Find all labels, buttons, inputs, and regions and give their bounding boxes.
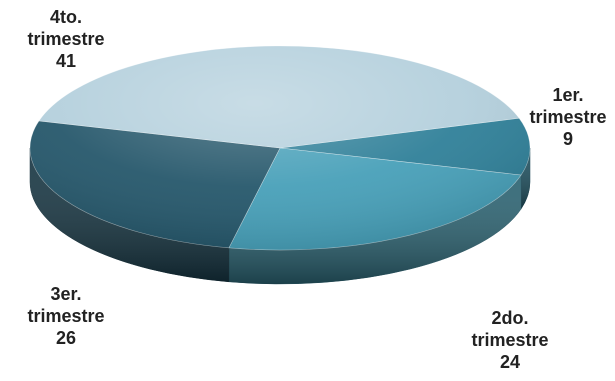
data-label-category-suffix-1: trimestre bbox=[529, 107, 606, 127]
data-label-value-1: 9 bbox=[563, 129, 573, 149]
pie-side-shading-1 bbox=[521, 148, 530, 210]
data-label-category-suffix-3: trimestre bbox=[27, 306, 104, 326]
pie-tops bbox=[29, 45, 531, 251]
pie-side-shading-2 bbox=[228, 175, 522, 285]
data-label-category-suffix-4: trimestre bbox=[27, 29, 104, 49]
pie-side-shading-3 bbox=[30, 148, 229, 282]
data-label-category-3: 3er. bbox=[50, 284, 81, 304]
pie-top-gloss bbox=[30, 46, 530, 250]
data-label-category-2: 2do. bbox=[491, 308, 528, 328]
data-label-category-suffix-2: trimestre bbox=[471, 330, 548, 350]
pie-labels: 1er.trimestre92do.trimestre243er.trimest… bbox=[27, 7, 606, 372]
data-label-category-4: 4to. bbox=[50, 7, 82, 27]
data-label-value-4: 41 bbox=[56, 51, 76, 71]
data-label-value-2: 24 bbox=[500, 352, 520, 372]
data-label-category-1: 1er. bbox=[552, 85, 583, 105]
data-label-value-3: 26 bbox=[56, 328, 76, 348]
